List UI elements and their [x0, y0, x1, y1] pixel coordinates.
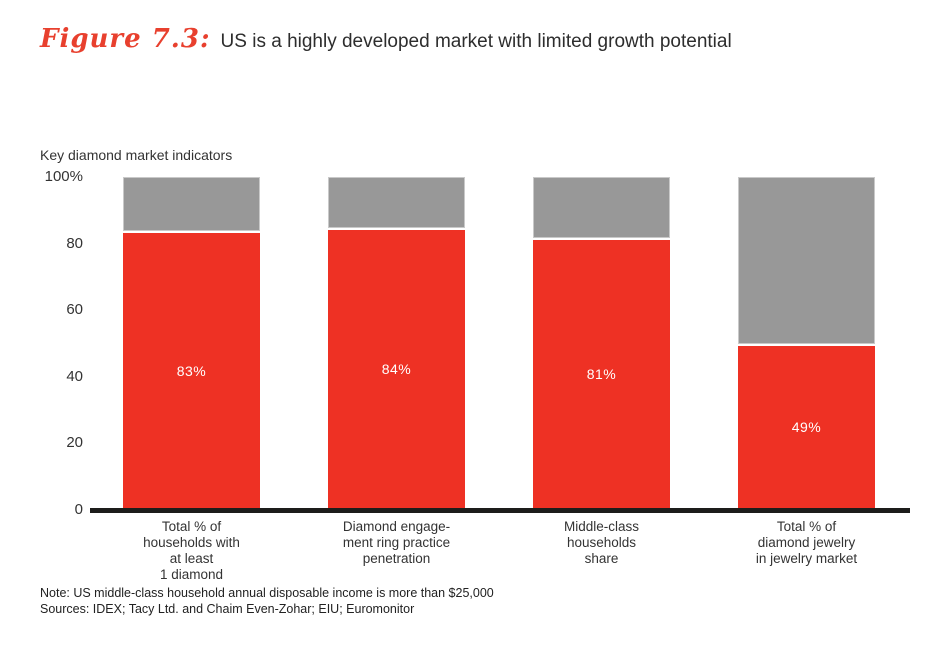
stacked-bar: 83% [123, 177, 260, 508]
bar-segment-remainder [738, 177, 875, 344]
segment-divider [738, 344, 875, 346]
segment-divider [533, 238, 670, 240]
figure-number-label: Figure 7.3: [40, 24, 211, 54]
stacked-bar: 81% [533, 177, 670, 508]
category-label-line: households [566, 535, 637, 550]
category-label-line: Diamond engage- [342, 519, 451, 534]
segment-divider [123, 231, 260, 233]
category-label-line: in jewelry market [755, 551, 858, 566]
segment-divider [328, 228, 465, 230]
category-label-line: Middle-class [563, 519, 640, 534]
stacked-bar: 84% [328, 177, 465, 508]
chart-plot-area: 100% 80 60 40 20 0 83% 84% 81% 49% [45, 168, 910, 518]
category-label: Diamond engage-ment ring practice penetra… [287, 519, 507, 567]
y-tick-label: 20 [66, 434, 83, 452]
stacked-bar: 49% [738, 177, 875, 508]
bar-segment-remainder [328, 177, 465, 228]
y-tick-label: 100% [44, 168, 83, 185]
category-label-line: households with [143, 535, 240, 550]
sources-text: Sources: IDEX; Tacy Ltd. and Chaim Even-… [40, 602, 415, 616]
category-label: Total % of households with at least 1 diamo… [82, 519, 302, 583]
bar-segment-value: 84% [328, 230, 465, 508]
bar-value-label: 83% [176, 362, 207, 379]
category-labels: Total % of households with at least 1 diamo… [90, 519, 910, 589]
category-label-line: ment ring practice [342, 535, 451, 550]
category-label-line: diamond jewelry [757, 535, 856, 550]
bar-segment-value: 81% [533, 240, 670, 508]
category-label-line: penetration [362, 551, 431, 566]
axis-title: Key diamond market indicators [40, 147, 233, 163]
figure-header: Figure 7.3: US is a highly developed mar… [40, 24, 732, 54]
y-tick-label: 80 [66, 234, 83, 252]
category-label-line: Total % of [161, 519, 222, 534]
y-tick-label: 60 [66, 301, 83, 319]
category-label-line: Total % of [776, 519, 837, 534]
category-label: Total % of diamond jewelry in jewelry mark… [697, 519, 917, 567]
bar-segment-value: 83% [123, 233, 260, 508]
category-label-line: 1 diamond [159, 567, 224, 582]
bar-value-label: 49% [791, 419, 822, 435]
bar-value-label: 84% [381, 361, 412, 377]
y-tick-label: 40 [66, 367, 83, 385]
category-label-line: share [584, 551, 619, 566]
figure-title: US is a highly developed market with lim… [220, 31, 732, 52]
y-tick-label: 0 [74, 501, 83, 518]
category-label-line: at least [169, 551, 214, 566]
x-axis-line [90, 508, 910, 513]
category-label: Middle-class households share [492, 519, 712, 567]
bar-segment-remainder [533, 177, 670, 238]
bar-segment-remainder [123, 177, 260, 231]
bar-segment-value: 49% [738, 346, 875, 508]
note-text: Note: US middle-class household annual d… [40, 586, 494, 600]
bar-value-label: 81% [586, 366, 617, 382]
